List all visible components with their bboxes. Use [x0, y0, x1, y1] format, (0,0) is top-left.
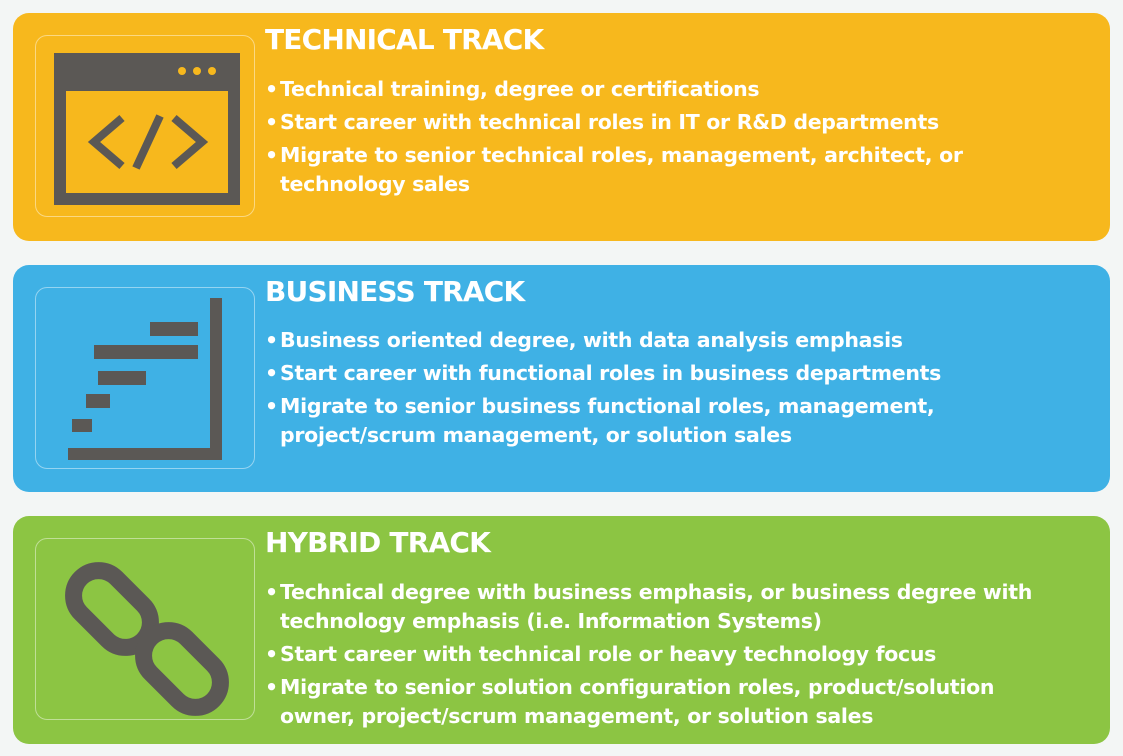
hybrid-track-card: HYBRID TRACK • Technical degree with busi…: [13, 516, 1110, 744]
bullet-text: project/scrum management, or solution sa…: [280, 423, 792, 447]
business-track-card: BUSINESS TRACK • Business oriented degree…: [13, 265, 1110, 492]
technical-track-icon-box: [35, 35, 255, 217]
bullet-dot: •: [265, 110, 278, 134]
bullet-text: technology sales: [280, 172, 470, 196]
list-item-continuation: project/scrum management, or solution sa…: [265, 421, 941, 450]
business-track-title: BUSINESS TRACK: [265, 275, 525, 308]
list-item: • Technical training, degree or certifica…: [265, 75, 963, 104]
business-track-icon-box: [35, 287, 255, 469]
bullet-dot: •: [265, 143, 278, 167]
list-item: • Migrate to senior technical roles, mana…: [265, 141, 963, 170]
list-item: • Business oriented degree, with data ana…: [265, 326, 941, 355]
technical-track-title: TECHNICAL TRACK: [265, 23, 544, 56]
bullet-text: Start career with technical role or heav…: [280, 642, 937, 666]
hybrid-track-icon-box: [35, 538, 255, 720]
bullet-dot: •: [265, 580, 278, 604]
bullet-dot: •: [265, 394, 278, 418]
list-item: • Migrate to senior solution configuratio…: [265, 673, 1032, 702]
code-window-icon: [54, 53, 240, 205]
bullet-text: Business oriented degree, with data anal…: [280, 328, 903, 352]
bullet-text: Start career with technical roles in IT …: [280, 110, 939, 134]
bullet-dot: •: [265, 675, 278, 699]
bullet-text: Migrate to senior technical roles, manag…: [280, 143, 963, 167]
technical-track-card: TECHNICAL TRACK • Technical training, deg…: [13, 13, 1110, 241]
bullet-text: Migrate to senior solution configuration…: [280, 675, 995, 699]
bullet-text: owner, project/scrum management, or solu…: [280, 704, 874, 728]
list-item: • Start career with technical roles in IT…: [265, 108, 963, 137]
list-item: • Start career with functional roles in b…: [265, 359, 941, 388]
list-item-continuation: owner, project/scrum management, or solu…: [265, 702, 1032, 731]
gantt-chart-icon: [68, 298, 222, 460]
technical-track-bullets: • Technical training, degree or certifica…: [265, 75, 963, 203]
bullet-dot: •: [265, 642, 278, 666]
bullet-text: Migrate to senior business functional ro…: [280, 394, 935, 418]
bullet-text: Technical training, degree or certificat…: [280, 77, 760, 101]
list-item: • Technical degree with business emphasis…: [265, 578, 1032, 607]
bullet-text: Start career with functional roles in bu…: [280, 361, 942, 385]
business-track-bullets: • Business oriented degree, with data ana…: [265, 326, 941, 454]
list-item-continuation: technology sales: [265, 170, 963, 199]
list-item: • Migrate to senior business functional r…: [265, 392, 941, 421]
list-item: • Start career with technical role or hea…: [265, 640, 1032, 669]
bullet-text: Technical degree with business emphasis,…: [280, 580, 1033, 604]
bullet-dot: •: [265, 361, 278, 385]
hybrid-track-bullets: • Technical degree with business emphasis…: [265, 578, 1032, 735]
chain-link-icon: [65, 562, 229, 716]
bullet-dot: •: [265, 77, 278, 101]
hybrid-track-title: HYBRID TRACK: [265, 526, 491, 559]
bullet-text: technology emphasis (i.e. Information Sy…: [280, 609, 822, 633]
bullet-dot: •: [265, 328, 278, 352]
list-item-continuation: technology emphasis (i.e. Information Sy…: [265, 607, 1032, 636]
